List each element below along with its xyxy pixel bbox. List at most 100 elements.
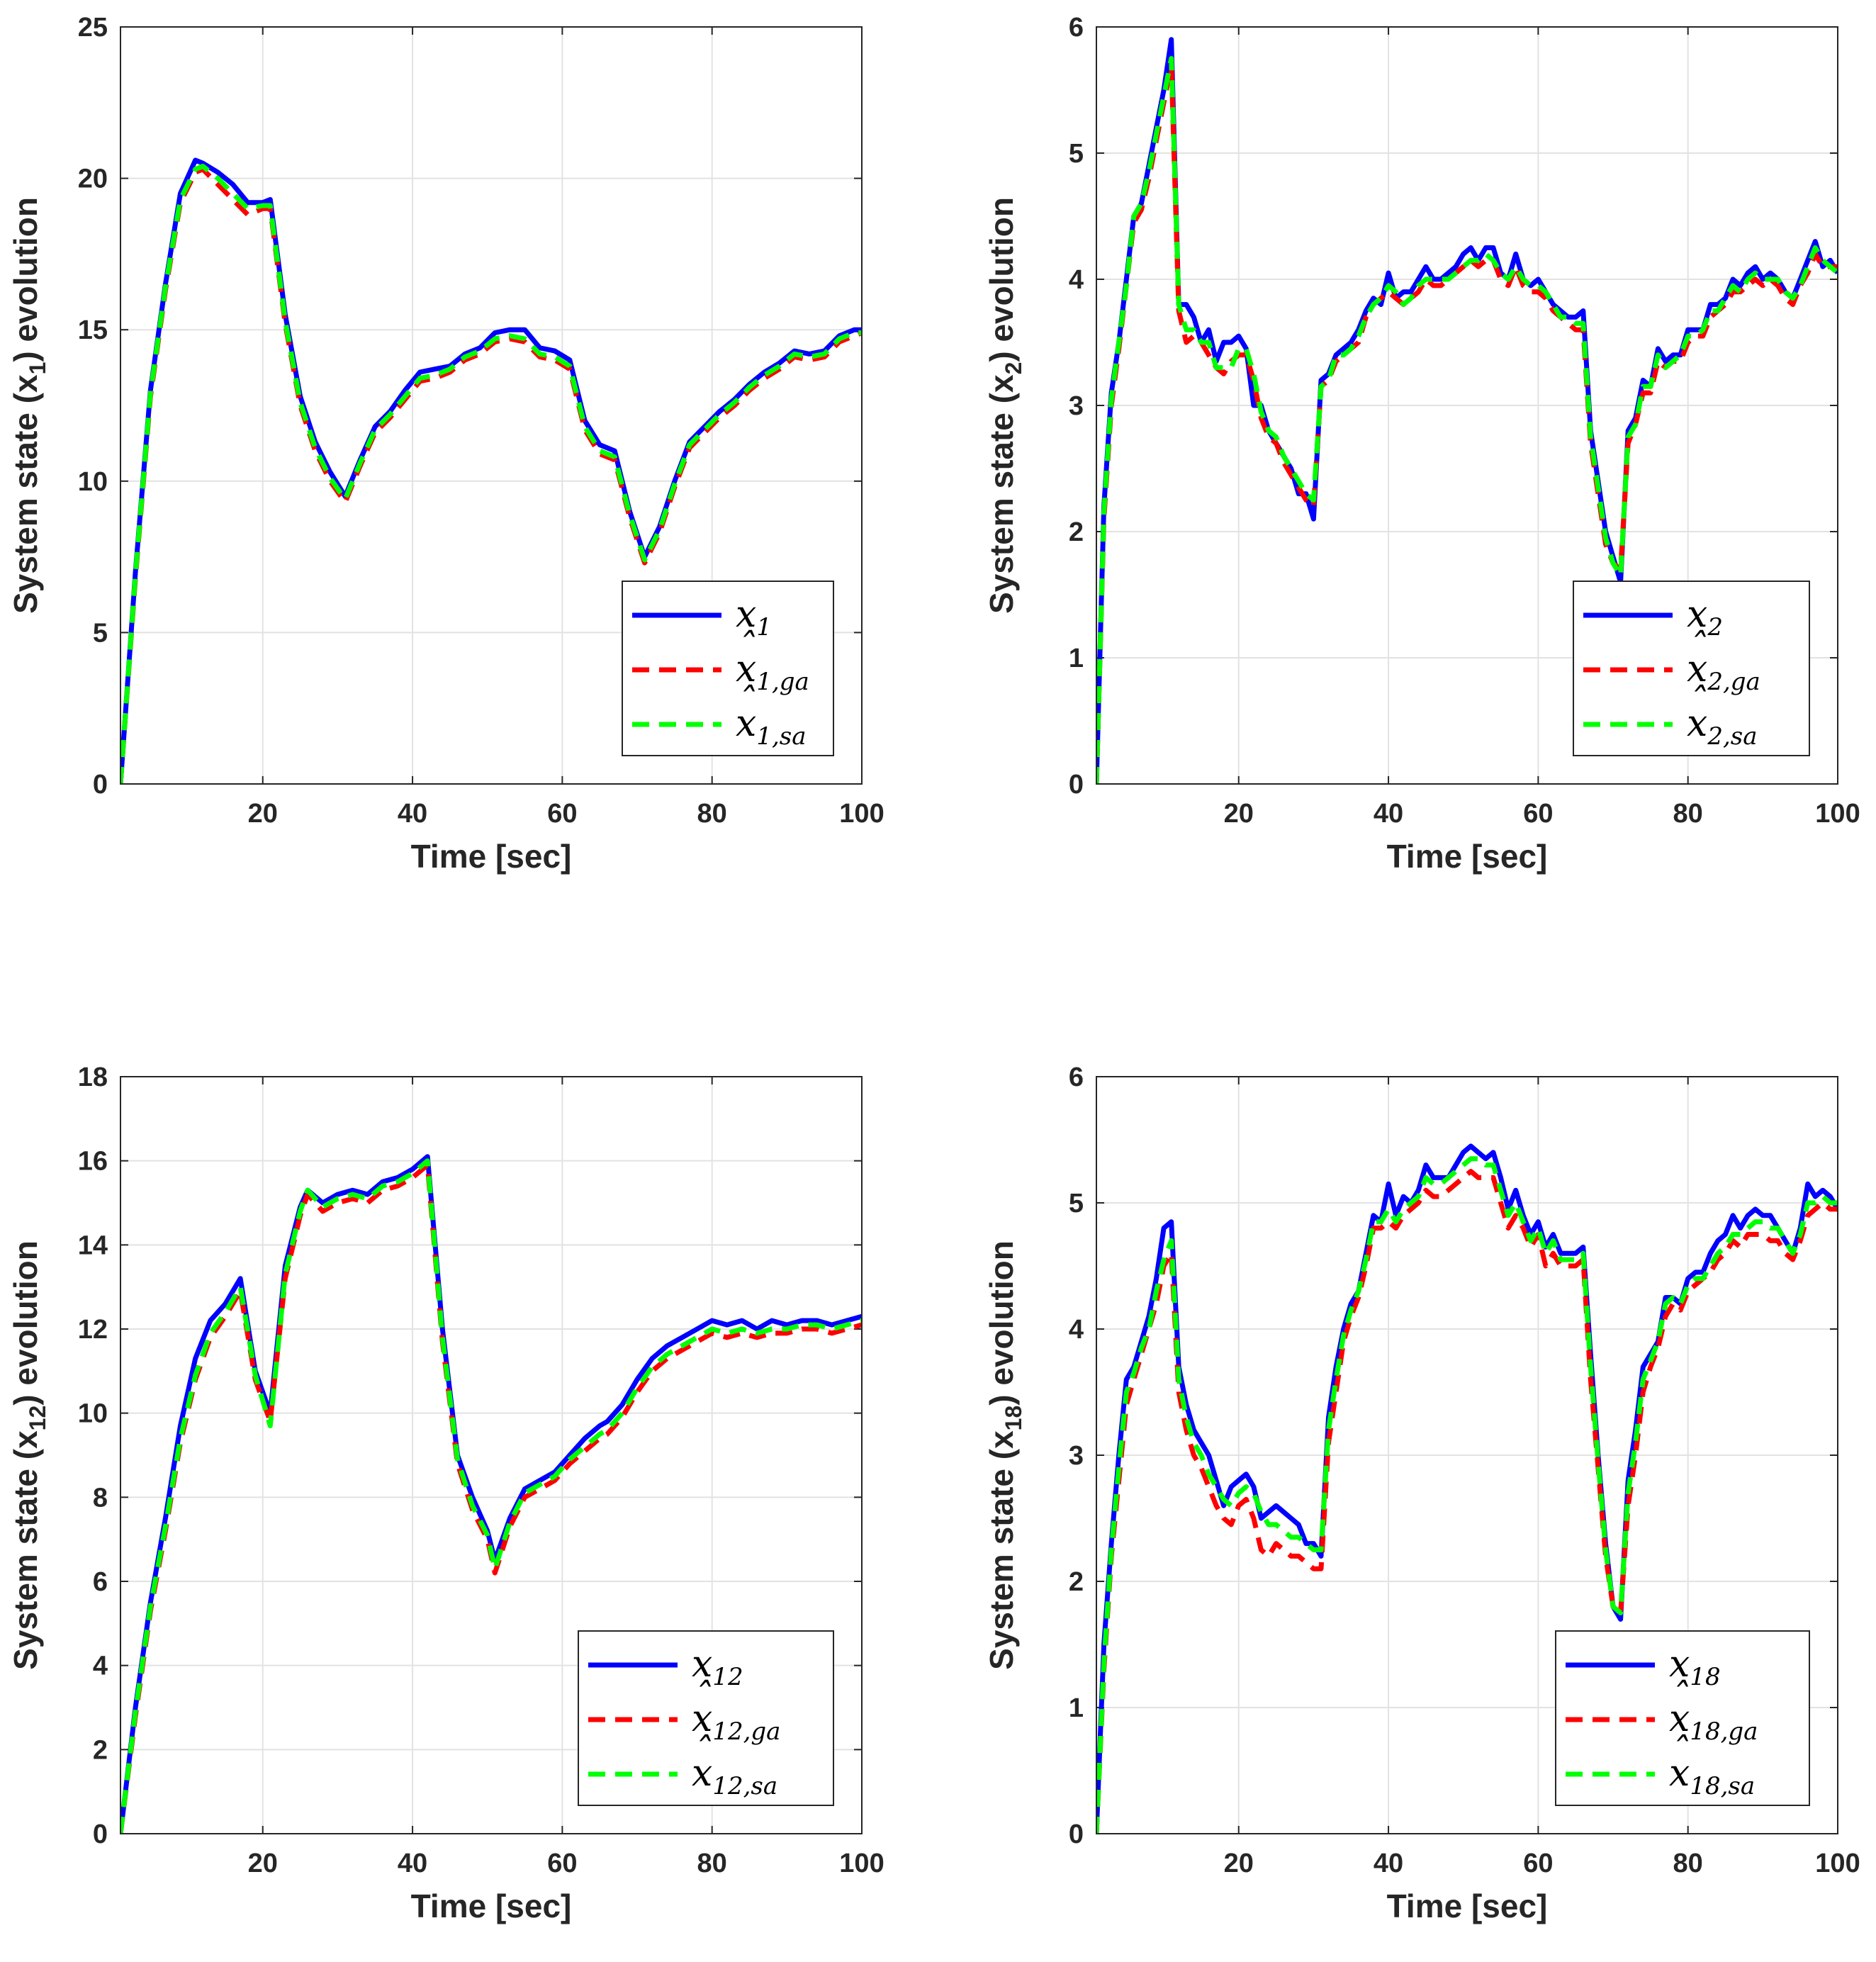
x-tick-label: 100 xyxy=(1815,1849,1860,1878)
legend-entry-subscript: 12,ga xyxy=(712,1717,780,1746)
axes-box xyxy=(120,26,863,785)
legend-hat-accent: ˆ xyxy=(737,681,756,724)
legend-entry-base: x xyxy=(1687,702,1707,745)
series-group xyxy=(120,1154,862,1834)
legend-entry-subscript: 2,ga xyxy=(1707,668,1760,696)
series-line-sa xyxy=(1096,56,1838,784)
x-tick-label: 100 xyxy=(839,1849,884,1878)
subplot-3: 20 40 60 80 100 0 2 4 6 8 10 12 14 16 18 Time [sec] Syst… xyxy=(7,1063,884,1924)
y-tick-label: 6 xyxy=(93,1567,108,1597)
y-tick-label: 6 xyxy=(1069,1063,1084,1092)
x-axis-label: Time [sec] xyxy=(411,1888,572,1924)
subplot-4: 20 40 60 80 100 0 1 2 3 4 5 6 Time [sec] System state… xyxy=(983,1063,1860,1924)
y-tick-label: 12 xyxy=(78,1315,108,1345)
y-tick-label: 5 xyxy=(1069,139,1084,169)
x-tick-label: 100 xyxy=(1815,799,1860,829)
legend-entry-base: x xyxy=(1687,593,1707,636)
legend-entry-label: x18,sa xyxy=(1669,1752,1755,1800)
y-tick-label: 16 xyxy=(78,1147,108,1177)
series-line-sa xyxy=(1096,1156,1838,1834)
y-tick-label: 5 xyxy=(93,618,108,648)
legend-entry-label: x12,ga xyxy=(692,1698,780,1746)
y-tick-label: 8 xyxy=(93,1483,108,1513)
y-axis-label: System state (x18) evolution xyxy=(983,1240,1026,1670)
x-tick-label: 100 xyxy=(839,799,884,829)
y-axis-label-tail: ) evolution xyxy=(983,197,1020,362)
y-tick-label: 0 xyxy=(93,1820,108,1849)
legend-entry-subscript: 18,sa xyxy=(1690,1772,1755,1800)
y-tick-label: 18 xyxy=(78,1063,108,1092)
y-tick-label: 3 xyxy=(1069,391,1084,421)
legend-entry-subscript: 2 xyxy=(1707,613,1723,641)
y-axis-label-main: System state (x xyxy=(7,374,44,614)
y-axis-label-subscript: 18 xyxy=(1001,1406,1026,1431)
y-tick-label: 25 xyxy=(78,13,108,43)
x-axis-label: Time [sec] xyxy=(411,838,572,875)
series-group xyxy=(120,157,862,784)
y-axis-label: System state (x2) evolution xyxy=(983,197,1026,614)
axes-box xyxy=(1096,1076,1838,1834)
legend-entry-subscript: 1 xyxy=(756,613,772,641)
y-tick-label: 1 xyxy=(1069,1693,1084,1723)
legend-entry-label: x1,ga xyxy=(736,648,809,696)
y-axis-label-subscript: 12 xyxy=(25,1406,50,1431)
x-tick-label: 80 xyxy=(697,1849,727,1878)
legend-entry-label: x12 xyxy=(692,1643,743,1691)
x-tick-label: 80 xyxy=(1673,799,1703,829)
legend-entry-base: x xyxy=(1669,1752,1690,1795)
x-tick-label: 40 xyxy=(398,1849,427,1878)
axes-box xyxy=(1096,26,1838,785)
legend-hat-accent: ˆ xyxy=(1670,1676,1689,1719)
legend-box xyxy=(622,581,834,756)
legend-entry-base: x xyxy=(736,593,756,636)
legend-entry-subscript: 18 xyxy=(1690,1663,1720,1691)
legend-entry-base: x xyxy=(692,1752,712,1795)
y-axis-label-main: System state (x xyxy=(983,1430,1020,1670)
y-tick-label: 3 xyxy=(1069,1441,1084,1471)
y-axis-label-tail: ) evolution xyxy=(7,197,44,362)
series-line-sa xyxy=(120,1158,862,1834)
y-tick-label: 4 xyxy=(93,1652,108,1681)
series-group xyxy=(1096,37,1838,784)
y-tick-label: 6 xyxy=(1069,13,1084,43)
series-line-true xyxy=(1096,37,1838,784)
y-tick-label: 0 xyxy=(1069,1820,1084,1849)
x-tick-label: 20 xyxy=(248,1849,278,1878)
x-tick-label: 60 xyxy=(1523,1849,1553,1878)
y-tick-label: 15 xyxy=(78,315,108,345)
y-tick-label: 2 xyxy=(93,1735,108,1765)
y-axis-label-tail: ) evolution xyxy=(7,1240,44,1406)
legend-entry-label: x12,sa xyxy=(692,1752,777,1800)
legend-entry-subscript: 18,ga xyxy=(1690,1717,1758,1746)
legend-entry-label: x1,sa xyxy=(736,702,807,751)
series-line-ga xyxy=(1096,62,1838,784)
x-tick-label: 40 xyxy=(1374,1849,1403,1878)
legend-entry-subscript: 2,sa xyxy=(1707,722,1757,751)
x-tick-label: 20 xyxy=(248,799,278,829)
y-tick-label: 10 xyxy=(78,467,108,497)
legend-entry-label: x1 xyxy=(736,593,772,641)
x-axis-label: Time [sec] xyxy=(1387,1888,1548,1924)
legend-hat-accent: ˆ xyxy=(1688,627,1707,669)
legend-entry-base: x xyxy=(692,1643,712,1686)
x-tick-label: 20 xyxy=(1224,1849,1254,1878)
y-tick-label: 14 xyxy=(78,1231,108,1260)
x-tick-label: 40 xyxy=(398,799,427,829)
y-axis-label-main: System state (x xyxy=(983,374,1020,614)
y-tick-label: 2 xyxy=(1069,1567,1084,1597)
legend-entry-label: x2,sa xyxy=(1687,702,1758,751)
series-line-true xyxy=(120,157,862,784)
y-axis-label-subscript: 2 xyxy=(1001,362,1026,375)
legend-hat-accent: ˆ xyxy=(693,1676,712,1719)
legend-entry-base: x xyxy=(736,702,756,745)
y-tick-label: 4 xyxy=(1069,1315,1084,1345)
x-axis-label: Time [sec] xyxy=(1387,838,1548,875)
legend-hat-accent: ˆ xyxy=(1670,1731,1689,1773)
legend-entry-label: x2 xyxy=(1687,593,1723,641)
x-tick-label: 80 xyxy=(697,799,727,829)
legend-hat-accent: ˆ xyxy=(693,1731,712,1773)
